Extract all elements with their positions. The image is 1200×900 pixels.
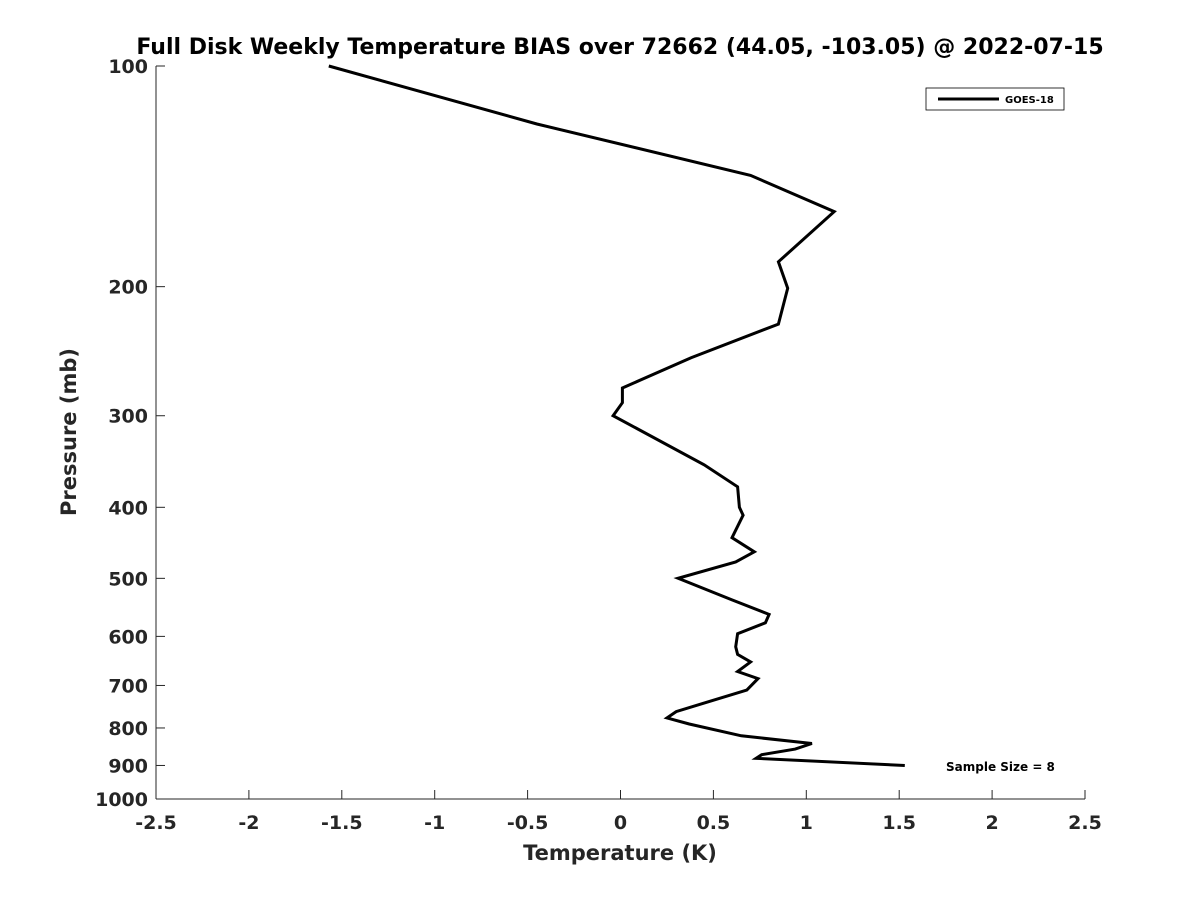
chart-title: Full Disk Weekly Temperature BIAS over 7… xyxy=(136,35,1103,60)
x-tick-label: 1 xyxy=(800,812,813,834)
x-tick-label: -0.5 xyxy=(507,812,549,834)
y-axis-label: Pressure (mb) xyxy=(57,348,81,516)
x-tick-label: 2 xyxy=(985,812,998,834)
y-tick-label: 500 xyxy=(108,568,148,590)
x-tick-label: 1.5 xyxy=(882,812,916,834)
x-tick-label: -1 xyxy=(424,812,445,834)
y-tick-label: 700 xyxy=(108,675,148,697)
legend-label-goes-18: GOES-18 xyxy=(1005,95,1054,106)
x-tick-label: -1.5 xyxy=(321,812,363,834)
y-tick-label: 200 xyxy=(108,277,148,299)
y-tick-label: 400 xyxy=(108,497,148,519)
x-tick-label: 0 xyxy=(614,812,627,834)
x-tick-label: -2 xyxy=(238,812,259,834)
y-tick-label: 800 xyxy=(108,718,148,740)
sample-size-annotation: Sample Size = 8 xyxy=(946,760,1055,774)
series-layer xyxy=(328,64,905,767)
y-tick-label: 600 xyxy=(108,626,148,648)
legend: GOES-18 xyxy=(925,87,1065,111)
plot-axes xyxy=(155,66,1085,800)
y-tick-label: 300 xyxy=(108,406,148,428)
x-axis-label: Temperature (K) xyxy=(523,841,717,865)
y-axis-ticks: 100 200 300 400 500 600 700 800 900 1000 xyxy=(95,56,165,811)
x-tick-label: 2.5 xyxy=(1068,812,1102,834)
y-tick-label: 100 xyxy=(108,56,148,78)
y-tick-label: 900 xyxy=(108,755,148,777)
x-tick-label: 0.5 xyxy=(697,812,731,834)
x-tick-label: -2.5 xyxy=(135,812,177,834)
y-tick-label: 1000 xyxy=(95,789,148,811)
series-line-goes-18 xyxy=(328,64,905,767)
x-axis-ticks: -2.5 -2 -1.5 -1 -0.5 0 0.5 1 1.5 2 2.5 xyxy=(135,790,1102,834)
